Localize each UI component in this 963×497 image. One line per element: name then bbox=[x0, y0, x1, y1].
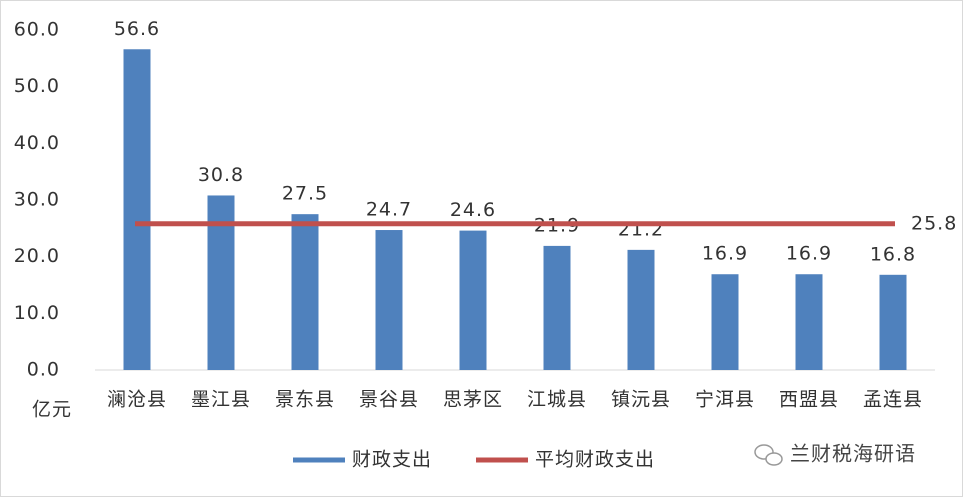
bar bbox=[627, 249, 655, 370]
y-tick-label: 40.0 bbox=[14, 132, 60, 154]
y-tick-label: 20.0 bbox=[14, 245, 60, 267]
wechat-icon bbox=[765, 452, 783, 466]
x-tick-label: 景谷县 bbox=[359, 389, 419, 411]
average-label: 25.8 bbox=[911, 212, 957, 234]
y-tick-label: 10.0 bbox=[14, 302, 60, 324]
bar bbox=[291, 214, 319, 370]
y-tick-label: 0.0 bbox=[27, 359, 60, 381]
bar bbox=[795, 274, 823, 370]
x-tick-label: 宁洱县 bbox=[695, 389, 755, 411]
bar bbox=[375, 230, 403, 370]
x-tick-label: 孟连县 bbox=[863, 389, 923, 411]
data-label: 16.8 bbox=[870, 243, 916, 265]
bar bbox=[711, 274, 739, 370]
data-label: 24.6 bbox=[450, 199, 496, 221]
y-axis-label: 亿元 bbox=[32, 399, 72, 421]
data-label: 56.6 bbox=[114, 18, 160, 40]
data-label: 24.7 bbox=[366, 199, 412, 221]
y-tick-label: 50.0 bbox=[14, 75, 60, 97]
x-tick-label: 江城县 bbox=[527, 389, 587, 411]
x-tick-label: 西盟县 bbox=[779, 389, 839, 411]
bar bbox=[543, 245, 571, 370]
x-tick-label: 澜沧县 bbox=[107, 389, 167, 411]
y-tick-label: 30.0 bbox=[14, 189, 60, 211]
data-label: 27.5 bbox=[282, 183, 328, 205]
x-tick-label: 思茅区 bbox=[443, 389, 503, 411]
watermark: 兰财税海研语 bbox=[790, 442, 916, 466]
data-label: 16.9 bbox=[786, 243, 832, 265]
wechat-icon bbox=[754, 444, 774, 460]
legend-label: 财政支出 bbox=[352, 449, 432, 471]
bar bbox=[459, 230, 487, 370]
y-tick-label: 60.0 bbox=[14, 19, 60, 41]
bar bbox=[879, 274, 907, 370]
x-tick-label: 景东县 bbox=[275, 389, 335, 411]
data-label: 30.8 bbox=[198, 164, 244, 186]
x-tick-label: 墨江县 bbox=[191, 389, 251, 411]
legend-label: 平均财政支出 bbox=[535, 449, 655, 471]
bar bbox=[123, 49, 151, 371]
data-label: 16.9 bbox=[702, 243, 748, 265]
watermark-group: 兰财税海研语 bbox=[754, 442, 916, 466]
x-tick-label: 镇沅县 bbox=[611, 389, 671, 411]
